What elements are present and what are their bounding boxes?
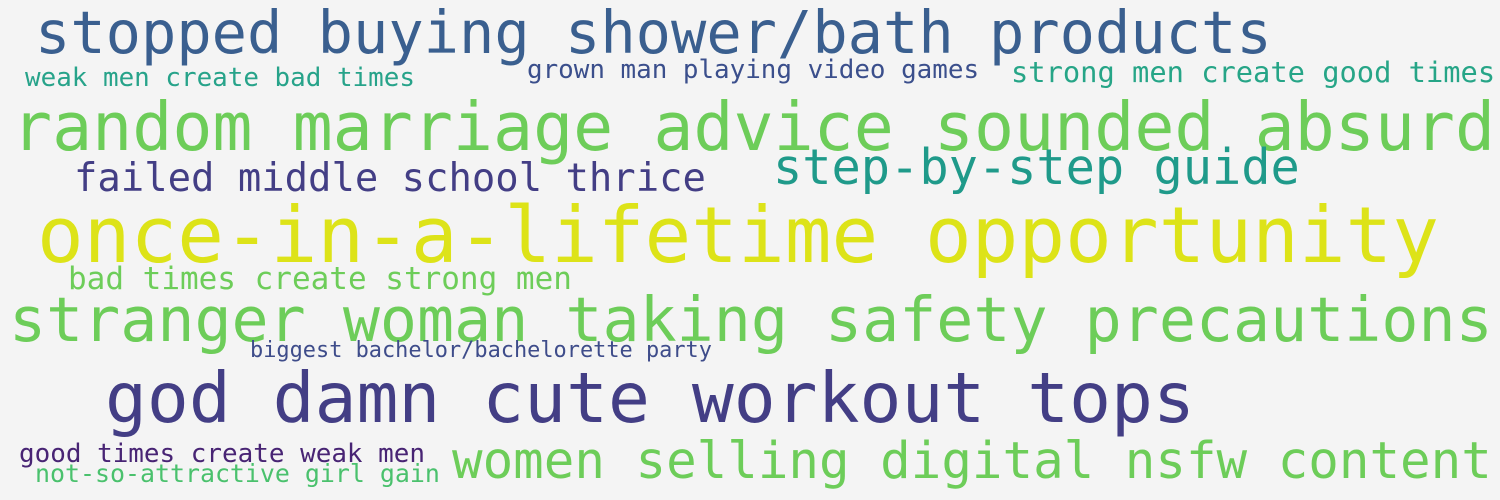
- word-women-selling-digital-nsfw-content: women selling digital nsfw content: [452, 431, 1492, 490]
- word-step-by-step-guide: step-by-step guide: [773, 140, 1300, 196]
- word-once-in-a-lifetime-opportunity: once-in-a-lifetime opportunity: [37, 191, 1440, 281]
- word-grown-man-playing-video-games: grown man playing video games: [527, 55, 980, 85]
- word-stopped-buying-shower-bath-products: stopped buying shower/bath products: [35, 0, 1272, 67]
- word-stranger-woman-taking-safety-precautions: stranger woman taking safety precautions: [9, 284, 1493, 356]
- word-good-times-create-weak-men: good times create weak men: [19, 439, 426, 469]
- word-biggest-bachelor-bachelorette-party: biggest bachelor/bachelorette party: [250, 338, 712, 363]
- word-random-marriage-advice-sounded-absurd: random marriage advice sounded absurd: [12, 88, 1496, 166]
- word-failed-middle-school-thrice: failed middle school thrice: [74, 156, 706, 201]
- word-god-damn-cute-workout-tops: god damn cute workout tops: [105, 358, 1195, 439]
- word-strong-men-create-good-times: strong men create good times: [1011, 55, 1496, 89]
- word-bad-times-create-strong-men: bad times create strong men: [68, 261, 572, 297]
- word-not-so-attractive-girl-gain: not-so-attractive girl gain: [35, 459, 440, 488]
- word-weak-men-create-bad-times: weak men create bad times: [25, 63, 415, 93]
